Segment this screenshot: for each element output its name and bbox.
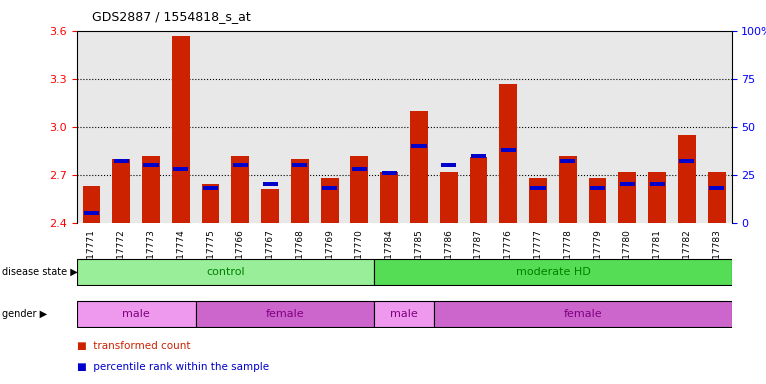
Bar — [113, 159, 129, 163]
Bar — [142, 156, 160, 223]
Text: gender ▶: gender ▶ — [2, 309, 47, 319]
Bar — [351, 156, 368, 223]
Bar — [709, 186, 724, 190]
Text: ■  percentile rank within the sample: ■ percentile rank within the sample — [77, 362, 269, 372]
Bar — [618, 172, 637, 223]
Text: control: control — [206, 266, 245, 277]
Text: GDS2887 / 1554818_s_at: GDS2887 / 1554818_s_at — [92, 10, 250, 23]
Bar — [588, 178, 607, 223]
Text: male: male — [390, 309, 418, 319]
Bar — [261, 189, 279, 223]
Bar — [380, 172, 398, 223]
Bar — [83, 186, 100, 223]
Bar — [352, 167, 367, 171]
Bar — [84, 211, 99, 215]
Bar — [678, 135, 696, 223]
Bar — [203, 186, 218, 190]
Bar — [648, 172, 666, 223]
Bar — [590, 186, 605, 190]
Bar — [620, 182, 635, 186]
Bar — [501, 148, 516, 152]
Bar — [375, 259, 732, 285]
Bar — [440, 172, 457, 223]
Text: moderate HD: moderate HD — [516, 266, 591, 277]
Bar — [529, 178, 547, 223]
Bar — [441, 163, 457, 167]
Bar — [263, 182, 278, 186]
Bar — [650, 182, 665, 186]
Bar — [321, 178, 339, 223]
Text: male: male — [123, 309, 150, 319]
Bar — [77, 259, 375, 285]
Bar — [113, 159, 130, 223]
Bar — [173, 167, 188, 171]
Bar — [410, 111, 428, 223]
Bar — [322, 186, 337, 190]
Bar — [559, 156, 577, 223]
Bar — [293, 163, 307, 167]
Bar — [560, 159, 575, 163]
Text: female: female — [563, 309, 602, 319]
Bar — [381, 171, 397, 175]
Bar — [411, 144, 427, 148]
Bar — [172, 36, 190, 223]
Bar — [470, 157, 487, 223]
Bar — [233, 163, 248, 167]
Text: disease state ▶: disease state ▶ — [2, 266, 77, 277]
Text: ■  transformed count: ■ transformed count — [77, 341, 190, 351]
Bar — [143, 163, 159, 167]
Bar — [195, 301, 375, 327]
Bar — [530, 186, 545, 190]
Bar — [434, 301, 732, 327]
Bar — [291, 159, 309, 223]
Bar — [499, 84, 517, 223]
Text: female: female — [266, 309, 304, 319]
Bar — [77, 301, 195, 327]
Bar — [231, 156, 249, 223]
Bar — [679, 159, 695, 163]
Bar — [471, 154, 486, 157]
Bar — [201, 184, 220, 223]
Bar — [708, 172, 725, 223]
Bar — [375, 301, 434, 327]
